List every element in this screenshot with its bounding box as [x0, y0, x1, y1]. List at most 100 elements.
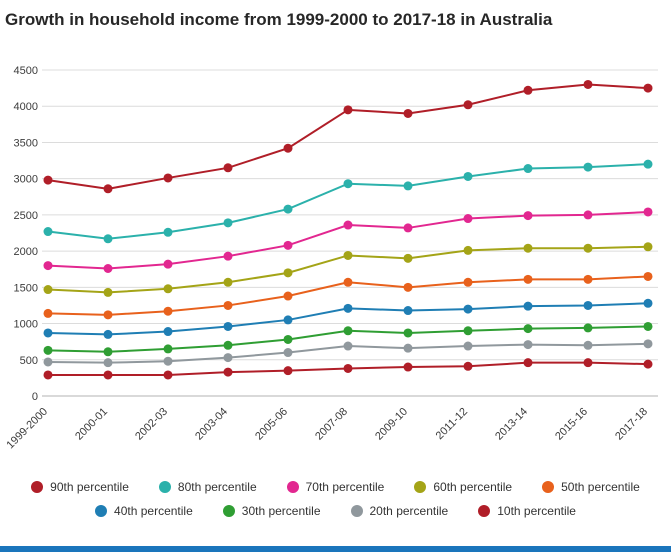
data-point-90th-percentile[interactable]: [283, 143, 293, 153]
data-point-20th-percentile[interactable]: [223, 353, 233, 363]
data-point-30th-percentile[interactable]: [583, 323, 593, 333]
data-point-90th-percentile[interactable]: [643, 83, 653, 93]
data-point-90th-percentile[interactable]: [463, 100, 473, 110]
data-point-40th-percentile[interactable]: [163, 327, 173, 337]
data-point-80th-percentile[interactable]: [223, 218, 233, 228]
data-point-40th-percentile[interactable]: [103, 329, 113, 339]
data-point-70th-percentile[interactable]: [523, 211, 533, 221]
data-point-90th-percentile[interactable]: [163, 173, 173, 183]
data-point-40th-percentile[interactable]: [43, 328, 53, 338]
legend-item-20th-percentile[interactable]: 20th percentile: [350, 504, 448, 518]
data-point-70th-percentile[interactable]: [343, 220, 353, 230]
data-point-60th-percentile[interactable]: [283, 268, 293, 278]
data-point-30th-percentile[interactable]: [403, 328, 413, 338]
data-point-40th-percentile[interactable]: [463, 304, 473, 314]
data-point-50th-percentile[interactable]: [283, 291, 293, 301]
data-point-80th-percentile[interactable]: [463, 171, 473, 181]
data-point-50th-percentile[interactable]: [463, 277, 473, 287]
data-point-20th-percentile[interactable]: [463, 341, 473, 351]
data-point-60th-percentile[interactable]: [343, 250, 353, 260]
data-point-40th-percentile[interactable]: [283, 315, 293, 325]
data-point-60th-percentile[interactable]: [163, 284, 173, 294]
data-point-20th-percentile[interactable]: [103, 358, 113, 368]
data-point-90th-percentile[interactable]: [43, 175, 53, 185]
data-point-70th-percentile[interactable]: [463, 214, 473, 224]
data-point-70th-percentile[interactable]: [643, 207, 653, 217]
data-point-20th-percentile[interactable]: [283, 348, 293, 358]
data-point-80th-percentile[interactable]: [583, 162, 593, 172]
data-point-90th-percentile[interactable]: [403, 108, 413, 118]
legend-item-80th-percentile[interactable]: 80th percentile: [158, 480, 257, 494]
data-point-50th-percentile[interactable]: [43, 308, 53, 318]
data-point-70th-percentile[interactable]: [403, 223, 413, 233]
data-point-90th-percentile[interactable]: [103, 184, 113, 194]
data-point-30th-percentile[interactable]: [463, 326, 473, 336]
data-point-10th-percentile[interactable]: [523, 358, 533, 368]
data-point-60th-percentile[interactable]: [403, 253, 413, 263]
data-point-30th-percentile[interactable]: [523, 324, 533, 334]
legend-item-10th-percentile[interactable]: 10th percentile: [478, 504, 576, 518]
legend-item-30th-percentile[interactable]: 30th percentile: [222, 504, 321, 518]
data-point-30th-percentile[interactable]: [343, 326, 353, 336]
data-point-50th-percentile[interactable]: [643, 271, 653, 281]
data-point-40th-percentile[interactable]: [223, 321, 233, 331]
legend-item-60th-percentile[interactable]: 60th percentile: [414, 480, 512, 494]
data-point-70th-percentile[interactable]: [103, 263, 113, 273]
data-point-10th-percentile[interactable]: [583, 358, 593, 368]
data-point-60th-percentile[interactable]: [103, 287, 113, 297]
data-point-20th-percentile[interactable]: [343, 341, 353, 351]
data-point-60th-percentile[interactable]: [523, 243, 533, 253]
data-point-40th-percentile[interactable]: [343, 303, 353, 313]
data-point-40th-percentile[interactable]: [523, 301, 533, 311]
data-point-60th-percentile[interactable]: [223, 277, 233, 287]
data-point-30th-percentile[interactable]: [223, 340, 233, 350]
data-point-40th-percentile[interactable]: [583, 300, 593, 310]
data-point-20th-percentile[interactable]: [163, 356, 173, 366]
data-point-70th-percentile[interactable]: [583, 210, 593, 220]
data-point-20th-percentile[interactable]: [523, 340, 533, 350]
data-point-10th-percentile[interactable]: [403, 362, 413, 372]
legend-item-50th-percentile[interactable]: 50th percentile: [542, 480, 640, 494]
data-point-20th-percentile[interactable]: [583, 340, 593, 350]
data-point-10th-percentile[interactable]: [463, 361, 473, 371]
data-point-60th-percentile[interactable]: [43, 285, 53, 295]
data-point-50th-percentile[interactable]: [403, 282, 413, 292]
data-point-70th-percentile[interactable]: [283, 240, 293, 250]
data-point-50th-percentile[interactable]: [163, 306, 173, 316]
data-point-40th-percentile[interactable]: [403, 306, 413, 316]
data-point-10th-percentile[interactable]: [103, 370, 113, 380]
data-point-80th-percentile[interactable]: [403, 181, 413, 191]
data-point-90th-percentile[interactable]: [583, 79, 593, 89]
data-point-90th-percentile[interactable]: [523, 85, 533, 95]
data-point-60th-percentile[interactable]: [463, 245, 473, 255]
data-point-80th-percentile[interactable]: [103, 234, 113, 244]
data-point-10th-percentile[interactable]: [223, 367, 233, 377]
data-point-20th-percentile[interactable]: [403, 343, 413, 353]
data-point-60th-percentile[interactable]: [643, 242, 653, 252]
data-point-70th-percentile[interactable]: [163, 259, 173, 269]
data-point-50th-percentile[interactable]: [523, 274, 533, 284]
data-point-80th-percentile[interactable]: [283, 204, 293, 214]
data-point-90th-percentile[interactable]: [223, 163, 233, 173]
data-point-10th-percentile[interactable]: [163, 370, 173, 380]
data-point-10th-percentile[interactable]: [43, 370, 53, 380]
data-point-30th-percentile[interactable]: [163, 344, 173, 354]
data-point-90th-percentile[interactable]: [343, 105, 353, 115]
data-point-80th-percentile[interactable]: [523, 164, 533, 174]
data-point-20th-percentile[interactable]: [643, 339, 653, 349]
legend-item-40th-percentile[interactable]: 40th percentile: [95, 504, 193, 518]
data-point-70th-percentile[interactable]: [223, 251, 233, 261]
data-point-10th-percentile[interactable]: [643, 359, 653, 369]
data-point-40th-percentile[interactable]: [643, 298, 653, 308]
data-point-80th-percentile[interactable]: [163, 227, 173, 237]
data-point-30th-percentile[interactable]: [643, 321, 653, 331]
data-point-50th-percentile[interactable]: [583, 274, 593, 284]
data-point-30th-percentile[interactable]: [43, 345, 53, 355]
data-point-80th-percentile[interactable]: [343, 179, 353, 189]
data-point-50th-percentile[interactable]: [343, 277, 353, 287]
data-point-10th-percentile[interactable]: [283, 366, 293, 376]
data-point-70th-percentile[interactable]: [43, 261, 53, 271]
data-point-60th-percentile[interactable]: [583, 243, 593, 253]
data-point-20th-percentile[interactable]: [43, 357, 53, 367]
data-point-50th-percentile[interactable]: [103, 310, 113, 320]
